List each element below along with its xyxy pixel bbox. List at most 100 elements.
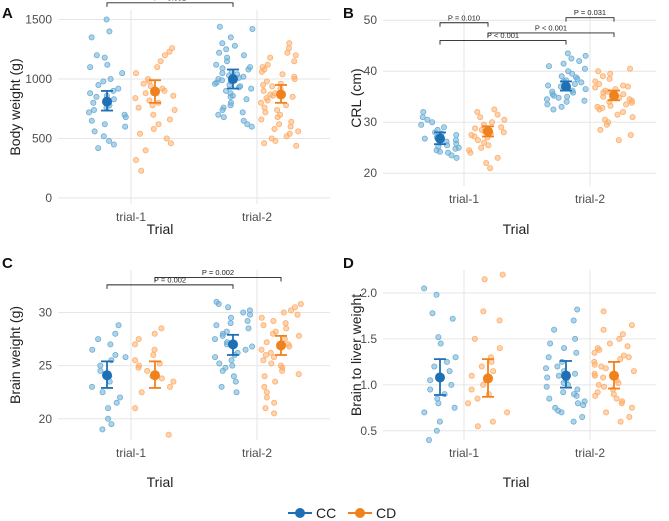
- data-point-cc: [219, 40, 226, 47]
- data-point-cd: [610, 391, 617, 398]
- data-point-cd: [258, 68, 265, 75]
- data-point-cc: [213, 61, 220, 68]
- data-point-cd: [494, 111, 501, 118]
- data-point-cc: [571, 81, 578, 88]
- data-point-cd: [591, 372, 598, 379]
- data-point-cc: [97, 367, 104, 374]
- y-tick-label: 25: [39, 359, 53, 373]
- data-point-cc: [227, 314, 234, 321]
- data-point-cc: [563, 98, 570, 105]
- data-point-cc: [99, 389, 106, 396]
- data-point-cc: [108, 421, 115, 428]
- data-point-cc: [220, 114, 227, 121]
- significance-bracket: [439, 40, 567, 45]
- data-point-cc: [91, 107, 98, 114]
- data-point-cd: [150, 126, 157, 133]
- data-point-cc: [227, 102, 234, 109]
- data-point-cd: [295, 128, 302, 135]
- data-point-cc: [223, 58, 230, 65]
- data-point-cc: [230, 373, 237, 380]
- y-tick-label: 1.0: [360, 378, 377, 392]
- mean-marker-cc: [102, 96, 112, 107]
- data-point-cd: [161, 52, 168, 59]
- data-point-cd: [488, 119, 495, 126]
- data-point-cc: [248, 123, 255, 130]
- data-point-cd: [260, 82, 267, 89]
- data-point-cd: [471, 335, 478, 342]
- mean-marker-cd: [609, 370, 619, 381]
- data-point-cd: [488, 358, 495, 365]
- data-point-cd: [150, 111, 157, 118]
- data-point-cd: [480, 308, 487, 315]
- data-point-cd: [478, 144, 485, 151]
- mean-marker-cd: [150, 370, 160, 381]
- data-point-cd: [489, 418, 496, 425]
- data-point-cd: [616, 335, 623, 342]
- data-point-cc: [97, 362, 104, 369]
- data-point-cc: [219, 332, 226, 339]
- data-point-cc: [95, 82, 102, 89]
- data-point-cd: [474, 137, 481, 144]
- data-point-cc: [89, 346, 96, 353]
- data-point-cd: [613, 395, 620, 402]
- data-point-cd: [257, 99, 264, 106]
- significance-bracket: [565, 17, 615, 22]
- data-point-cd: [287, 307, 294, 314]
- y-tick-label: 1000: [25, 72, 52, 86]
- y-tick-label: 50: [364, 13, 378, 27]
- data-point-cc: [558, 409, 565, 416]
- data-point-cd: [171, 107, 178, 114]
- data-point-cd: [600, 93, 607, 100]
- data-point-cd: [504, 409, 511, 416]
- data-point-cd: [607, 102, 614, 109]
- data-point-cc: [572, 370, 579, 377]
- data-point-cc: [446, 368, 453, 375]
- mean-marker-cc: [228, 339, 238, 350]
- data-point-cc: [248, 85, 255, 92]
- data-point-cd: [258, 116, 265, 123]
- data-point-cc: [213, 322, 220, 329]
- data-point-cd: [629, 404, 636, 411]
- data-point-cd: [271, 399, 278, 406]
- mean-marker-cd: [276, 89, 286, 100]
- data-point-cd: [166, 116, 173, 123]
- data-point-cc: [448, 152, 455, 159]
- data-point-cd: [607, 70, 614, 77]
- panel-letter: A: [2, 5, 13, 22]
- data-point-cd: [494, 154, 501, 161]
- data-point-cd: [132, 357, 139, 364]
- significance-bracket: [487, 32, 615, 37]
- data-point-cd: [263, 339, 270, 346]
- data-point-cc: [90, 99, 97, 106]
- data-point-cc: [573, 392, 580, 399]
- data-point-cd: [136, 130, 143, 137]
- data-point-cd: [603, 121, 610, 128]
- data-point-cc: [211, 336, 218, 343]
- data-point-cc: [89, 383, 96, 390]
- data-point-cd: [142, 90, 149, 97]
- data-point-cc: [574, 386, 581, 393]
- data-point-cc: [543, 365, 550, 372]
- y-axis-title: Brain to liver weight: [348, 294, 364, 416]
- data-point-cd: [487, 165, 494, 172]
- data-point-cd: [263, 394, 270, 401]
- data-point-cd: [630, 368, 637, 375]
- data-point-cd: [263, 389, 270, 396]
- data-point-cd: [158, 375, 165, 382]
- data-point-cd: [615, 137, 622, 144]
- data-point-cc: [240, 117, 247, 124]
- data-point-cd: [620, 91, 627, 98]
- panel-d: D 0.5 1.0 1.5 2.0 trial-1 trial-2 Trial Brain to…: [343, 255, 656, 490]
- data-point-cc: [88, 117, 95, 124]
- data-point-cc: [219, 70, 226, 77]
- data-point-cc: [555, 372, 562, 379]
- data-point-cc: [215, 300, 222, 307]
- data-point-cd: [289, 93, 296, 100]
- data-point-cd: [262, 405, 269, 412]
- data-point-cd: [261, 140, 268, 147]
- data-point-cd: [284, 49, 291, 56]
- data-point-cd: [165, 431, 172, 438]
- data-point-cc: [122, 114, 129, 121]
- panel-a: A 0 500 1000 1500 trial-1 trial-2 Trial Body wei…: [2, 0, 330, 237]
